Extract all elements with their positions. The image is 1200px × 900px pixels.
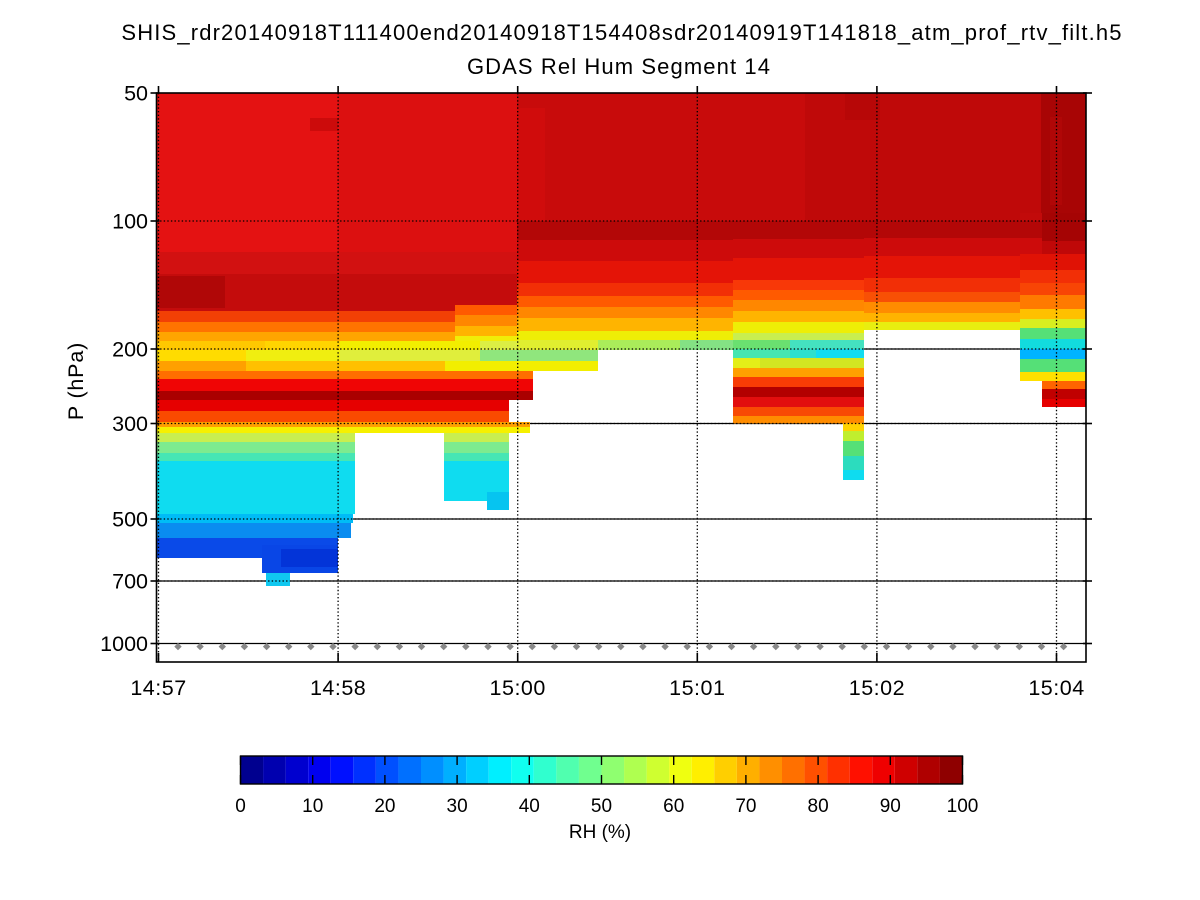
svg-text:SHIS_rdr20140918T111400end2014: SHIS_rdr20140918T111400end20140918T15440… [121,20,1122,45]
svg-text:80: 80 [808,796,829,817]
svg-text:GDAS Rel Hum Segment 14: GDAS Rel Hum Segment 14 [467,54,771,79]
svg-text:15:02: 15:02 [849,676,905,700]
svg-text:300: 300 [112,412,148,436]
svg-text:50: 50 [124,82,148,106]
svg-text:50: 50 [591,796,612,817]
svg-text:P (hPa): P (hPa) [64,342,88,420]
svg-text:14:58: 14:58 [310,676,366,700]
svg-text:15:04: 15:04 [1028,676,1084,700]
svg-text:15:01: 15:01 [669,676,725,700]
svg-text:20: 20 [374,796,395,817]
svg-text:RH (%): RH (%) [569,822,631,843]
svg-text:60: 60 [663,796,684,817]
svg-text:90: 90 [880,796,901,817]
svg-text:100: 100 [112,210,148,234]
svg-text:30: 30 [447,796,468,817]
svg-text:0: 0 [235,796,246,817]
svg-text:500: 500 [112,508,148,532]
svg-text:1000: 1000 [100,632,148,656]
svg-text:14:57: 14:57 [130,676,186,700]
svg-text:700: 700 [112,570,148,594]
svg-text:10: 10 [302,796,323,817]
svg-text:100: 100 [947,796,979,817]
svg-text:70: 70 [735,796,756,817]
svg-text:15:00: 15:00 [490,676,546,700]
svg-text:40: 40 [519,796,540,817]
svg-text:200: 200 [112,338,148,362]
